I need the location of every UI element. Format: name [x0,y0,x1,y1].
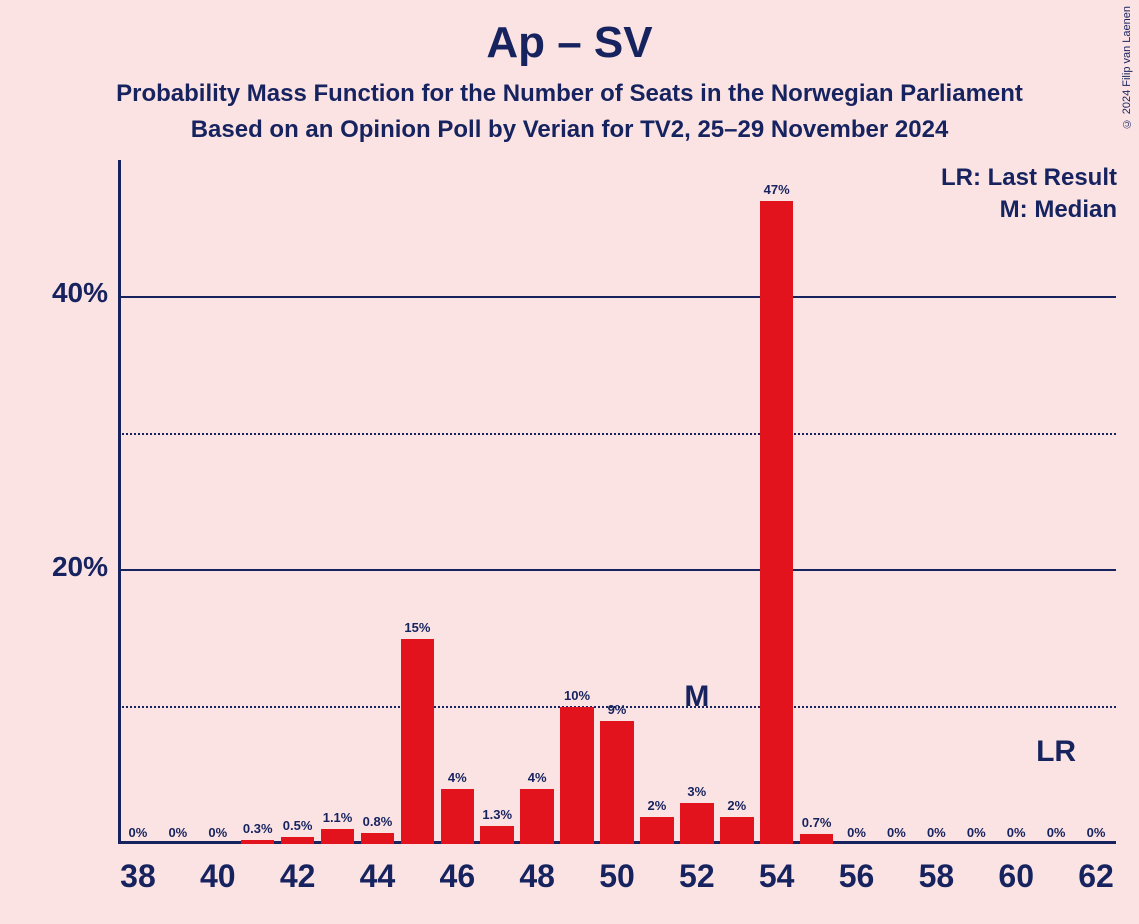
x-tick-label: 54 [747,858,807,895]
plot-area: 0%0%0%0.3%0.5%1.1%0.8%15%4%1.3%4%10%9%2%… [118,160,1116,844]
bar-value-label: 0% [916,825,956,840]
bar-value-label: 9% [597,702,637,717]
bar-value-label: 0.5% [278,818,318,833]
bar-value-label: 2% [637,798,677,813]
bar-value-label: 3% [677,784,717,799]
chart-subtitle-2: Based on an Opinion Poll by Verian for T… [0,116,1139,144]
bar [480,826,514,844]
bar [640,817,674,844]
x-tick-label: 58 [906,858,966,895]
x-tick-label: 52 [667,858,727,895]
bar [680,803,714,844]
bar [241,840,275,844]
bar [520,789,554,844]
median-marker: M [657,680,737,714]
bar [560,707,594,844]
bar-value-label: 0.7% [797,815,837,830]
bar [321,829,355,844]
gridline [118,569,1116,571]
x-tick-label: 44 [347,858,407,895]
x-tick-label: 42 [268,858,328,895]
copyright-text: © 2024 Filip van Laenen [1121,6,1133,129]
chart-subtitle-1: Probability Mass Function for the Number… [0,80,1139,108]
x-tick-label: 62 [1066,858,1126,895]
bar-value-label: 2% [717,798,757,813]
bar-value-label: 15% [397,620,437,635]
bar [441,789,475,844]
bar-value-label: 0% [198,825,238,840]
bar-value-label: 0.3% [238,821,278,836]
last-result-marker: LR [1016,735,1096,769]
bar-value-label: 0% [996,825,1036,840]
bar [760,201,794,844]
x-tick-label: 38 [108,858,168,895]
x-tick-label: 48 [507,858,567,895]
bar-value-label: 0% [1036,825,1076,840]
chart-container: Ap – SV Probability Mass Function for th… [0,0,1139,924]
bar-value-label: 0% [837,825,877,840]
x-tick-label: 46 [427,858,487,895]
x-tick-label: 60 [986,858,1046,895]
y-tick-label: 20% [52,551,108,583]
bar-value-label: 0.8% [358,814,398,829]
gridline [118,433,1116,435]
x-tick-label: 56 [827,858,887,895]
bar-value-label: 47% [757,182,797,197]
bar [600,721,634,844]
x-tick-label: 50 [587,858,647,895]
bar-value-label: 1.1% [318,810,358,825]
bar-value-label: 1.3% [477,807,517,822]
bar [720,817,754,844]
bar-value-label: 4% [517,770,557,785]
bar [361,833,395,844]
chart-title: Ap – SV [0,18,1139,68]
bar [800,834,834,844]
bar-value-label: 0% [876,825,916,840]
bar-value-label: 0% [1076,825,1116,840]
y-axis-line [118,160,121,844]
bar-value-label: 0% [956,825,996,840]
gridline [118,296,1116,298]
bar [401,639,435,844]
bar-value-label: 10% [557,688,597,703]
bar [281,837,315,844]
x-tick-label: 40 [188,858,248,895]
bar-value-label: 0% [158,825,198,840]
y-tick-label: 40% [52,277,108,309]
bar-value-label: 0% [118,825,158,840]
bar-value-label: 4% [437,770,477,785]
